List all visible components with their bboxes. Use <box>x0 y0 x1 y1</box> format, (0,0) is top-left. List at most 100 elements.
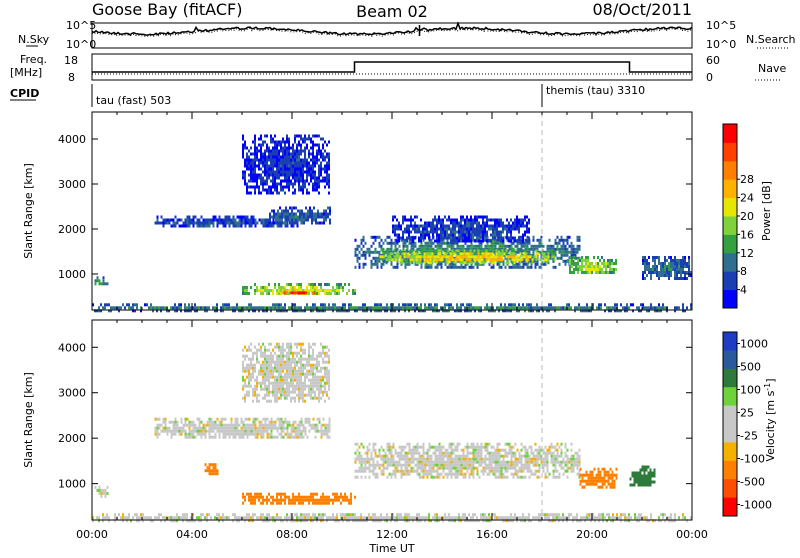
echo-cell-5 <box>565 254 567 257</box>
echo-cell-8 <box>571 262 573 265</box>
echo-cell-9 <box>668 274 670 277</box>
echo-cell-3 <box>326 289 328 292</box>
echo-cell-10 <box>292 165 294 168</box>
echo-cell-3 <box>529 455 531 458</box>
echo-cell-7 <box>450 219 452 222</box>
echo-cell-10 <box>304 171 306 174</box>
echo-cell-7 <box>446 219 448 222</box>
echo-cell-10 <box>316 156 318 159</box>
echo-cell-3 <box>461 461 463 464</box>
echo-cell-3 <box>561 455 563 458</box>
echo-cell-6 <box>466 261 468 264</box>
echo-cell-3 <box>441 467 443 470</box>
echo-cell-3 <box>529 446 531 449</box>
echo-cell-6 <box>532 261 534 264</box>
echo-cell-6 <box>380 255 382 258</box>
echo-cell-2 <box>323 213 325 216</box>
echo-cell-7 <box>392 216 394 219</box>
echo-cell-2 <box>350 496 352 499</box>
echo-cell-1 <box>173 433 175 436</box>
echo-cell-7 <box>402 222 404 225</box>
echo-cell-5 <box>509 245 511 248</box>
echo-cell-1 <box>189 225 191 228</box>
echo-cell-10 <box>274 174 276 177</box>
echo-cell-9 <box>656 265 658 268</box>
echo-cell-10 <box>318 153 320 156</box>
echo-cell-3 <box>441 452 443 455</box>
echo-cell-2 <box>317 222 319 225</box>
echo-cell-11 <box>98 306 100 309</box>
echo-cell-8 <box>573 268 575 271</box>
echo-cell-9 <box>676 274 678 277</box>
echo-cell-9 <box>646 274 648 277</box>
echo-cell-7 <box>492 237 494 240</box>
echo-cell-2 <box>260 502 262 505</box>
echo-cell-11 <box>122 303 124 306</box>
echo-cell-6 <box>398 252 400 255</box>
echo-cell-3 <box>493 467 495 470</box>
echo-cell-1 <box>329 427 331 430</box>
echo-cell-10 <box>258 162 260 165</box>
echo-cell-10 <box>300 150 302 153</box>
echo-cell-2 <box>314 502 316 505</box>
echo-cell-10 <box>280 150 282 153</box>
echo-cell-2 <box>320 502 322 505</box>
echo-cell-10 <box>274 141 276 144</box>
echo-cell-5 <box>437 245 439 248</box>
echo-cell-7 <box>498 219 500 222</box>
echo-cell-7 <box>424 225 426 228</box>
echo-cell-10 <box>284 147 286 150</box>
echo-cell-10 <box>328 159 330 162</box>
echo-cell-3 <box>533 455 535 458</box>
echo-cell-3 <box>359 467 361 470</box>
echo-cell-6 <box>514 258 516 261</box>
echo-cell-10 <box>246 183 248 186</box>
echo-cell-9 <box>662 265 664 268</box>
echo-cell-2 <box>329 207 331 210</box>
echo-cell-3 <box>479 455 481 458</box>
echo-cell-3 <box>497 452 499 455</box>
echo-cell-2 <box>315 219 317 222</box>
echo-cell-1 <box>299 430 301 433</box>
echo-cell-6 <box>528 261 530 264</box>
echo-cell-2 <box>289 207 291 210</box>
echo-cell-6 <box>444 252 446 255</box>
echo-cell-3 <box>437 464 439 467</box>
echo-cell-3 <box>529 464 531 467</box>
echo-cell-8 <box>569 268 571 271</box>
echo-cell-10 <box>314 180 316 183</box>
echo-cell-5 <box>375 251 377 254</box>
echo-cell-3 <box>411 458 413 461</box>
echo-cell-11 <box>606 306 608 309</box>
echo-cell-11 <box>470 303 472 306</box>
echo-cell-1 <box>179 225 181 228</box>
echo-cell-10 <box>296 162 298 165</box>
echo-cell-3 <box>441 449 443 452</box>
echo-cell-5 <box>561 248 563 251</box>
echo-cell-11 <box>508 303 510 306</box>
echo-cell-3 <box>318 289 320 292</box>
echo-cell-1 <box>195 427 197 430</box>
echo-cell-10 <box>266 147 268 150</box>
echo-cell-6 <box>418 255 420 258</box>
echo-cell-11 <box>306 306 308 309</box>
echo-cell-7 <box>420 231 422 234</box>
echo-cell-3 <box>443 455 445 458</box>
echo-cell-3 <box>373 473 375 476</box>
echo-cell-2 <box>300 502 302 505</box>
echo-cell-5 <box>359 266 361 269</box>
echo-cell-10 <box>268 153 270 156</box>
echo-cell-2 <box>292 496 294 499</box>
echo-cell-11 <box>312 303 314 306</box>
echo-cell-10 <box>298 159 300 162</box>
echo-cell-11 <box>246 306 248 309</box>
echo-cell-5 <box>469 245 471 248</box>
echo-cell-1 <box>243 427 245 430</box>
echo-cell-10 <box>254 138 256 141</box>
echo-cell-7 <box>432 234 434 237</box>
echo-cell-11 <box>332 303 334 306</box>
echo-cell-5 <box>375 239 377 242</box>
echo-cell-3 <box>328 283 330 286</box>
echo-cell-5 <box>557 236 559 239</box>
echo-cell-3 <box>373 464 375 467</box>
